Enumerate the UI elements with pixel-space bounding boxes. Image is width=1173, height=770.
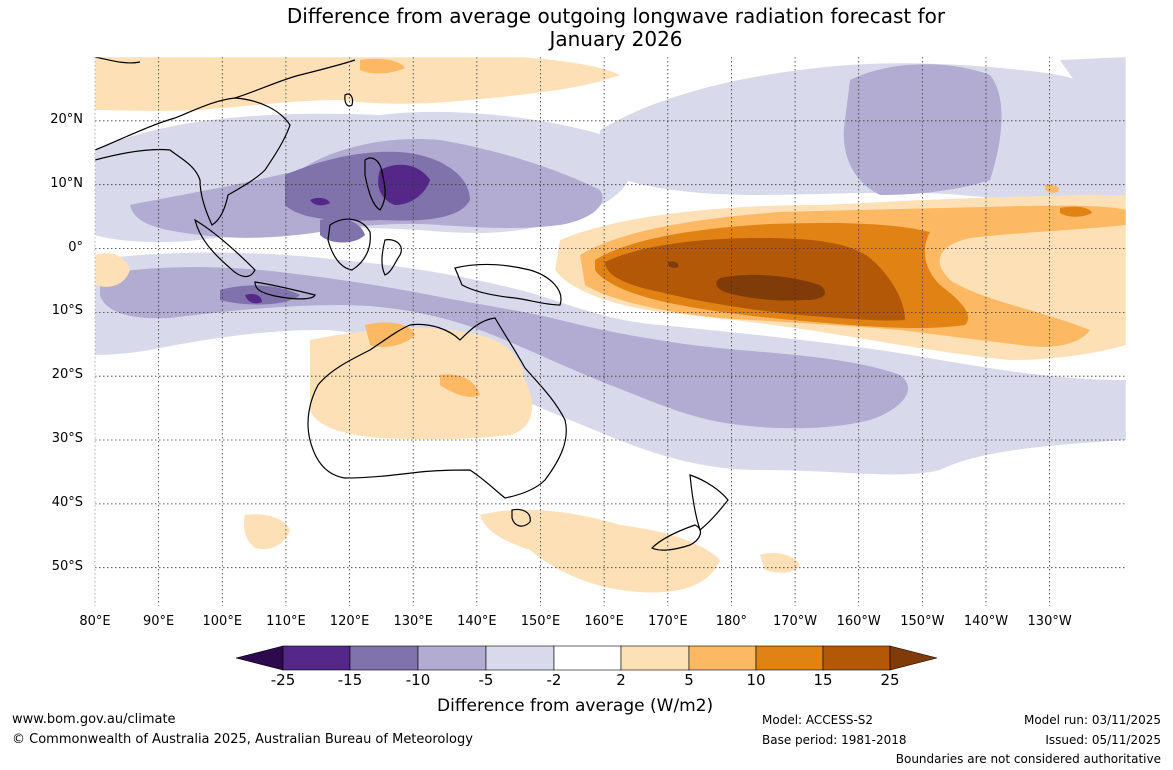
- coastlines: [95, 57, 729, 551]
- colorbar-label: -5: [478, 671, 494, 689]
- longitude-label: 180°: [715, 614, 748, 629]
- copyright-text: © Commonwealth of Australia 2025, Austra…: [12, 732, 473, 747]
- latitude-label: 10°S: [51, 303, 83, 319]
- colorbar-high-extend: [889, 645, 938, 671]
- latitude-label: 10°N: [50, 175, 83, 191]
- longitude-label: 130°E: [393, 614, 433, 629]
- colorbar-label: -25: [270, 671, 296, 689]
- longitude-label: 100°E: [202, 614, 243, 629]
- longitude-label: 130°W: [1027, 614, 1072, 629]
- colorbar: [235, 645, 938, 671]
- colorbar-bin-plus2-plus5: [620, 645, 690, 671]
- anomaly-region-above-plus25: [667, 261, 825, 301]
- map-frame: [94, 56, 1127, 607]
- colorbar-label: 25: [880, 671, 900, 689]
- model-run-date: Model run: 03/11/2025: [1023, 713, 1161, 727]
- base-period: Base period: 1981-2018: [762, 733, 907, 747]
- longitude-label: 140°W: [963, 614, 1009, 629]
- longitude-label: 110°E: [266, 614, 306, 629]
- longitude-label: 150°W: [900, 614, 945, 629]
- colorbar-label: 10: [746, 671, 766, 689]
- longitude-label: 140°E: [457, 614, 497, 629]
- colorbar-bin-plus5-plus10: [688, 645, 757, 671]
- longitude-label: 160°W: [836, 614, 881, 629]
- chart-title-line2: January 2026: [549, 27, 683, 51]
- colorbar-bin-minus10-minus5: [417, 645, 487, 671]
- colorbar-label: 15: [813, 671, 833, 689]
- colorbar-label: -10: [405, 671, 431, 689]
- longitude-label: 150°E: [520, 614, 561, 629]
- colorbar-bin-minus15-minus10: [349, 645, 419, 671]
- longitude-label: 170°E: [648, 614, 688, 629]
- boundaries-disclaimer: Boundaries are not considered authoritat…: [895, 752, 1161, 766]
- colorbar-bin-minus25-minus15: [282, 645, 351, 671]
- colorbar-bin-minus2-plus2: [553, 645, 622, 671]
- colorbar-low-extend: [235, 645, 284, 671]
- latitude-label: 20°N: [50, 111, 83, 127]
- colorbar-title: Difference from average (W/m2): [437, 696, 714, 716]
- longitude-label: 170°W: [772, 614, 818, 629]
- colorbar-bin-plus15-plus25: [822, 645, 891, 671]
- latitude-label: 0°: [68, 239, 83, 255]
- colorbar-bin-plus10-plus15: [755, 645, 824, 671]
- latitude-label: 20°S: [51, 367, 83, 383]
- latitude-label: 30°S: [51, 431, 83, 447]
- model-name: Model: ACCESS-S2: [762, 713, 874, 727]
- longitude-label: 90°E: [143, 614, 175, 629]
- chart-title-line1: Difference from average outgoing longwav…: [286, 4, 946, 28]
- colorbar-label: -15: [337, 671, 363, 689]
- longitude-label: 160°E: [584, 614, 624, 629]
- colorbar-label: -2: [546, 671, 562, 689]
- website-link[interactable]: www.bom.gov.au/climate: [12, 712, 176, 727]
- anomaly-region-minus10-minus15: [220, 151, 470, 305]
- longitude-label: 120°E: [329, 614, 370, 629]
- issued-date: Issued: 05/11/2025: [1045, 733, 1161, 747]
- latitude-label: 40°S: [51, 494, 83, 510]
- colorbar-bin-minus5-minus2: [485, 645, 555, 671]
- colorbar-label: 5: [684, 671, 694, 689]
- anomaly-field: [95, 57, 1126, 606]
- latitude-label: 50°S: [51, 558, 83, 574]
- colorbar-label: 2: [616, 671, 626, 689]
- longitude-label: 80°E: [79, 614, 111, 629]
